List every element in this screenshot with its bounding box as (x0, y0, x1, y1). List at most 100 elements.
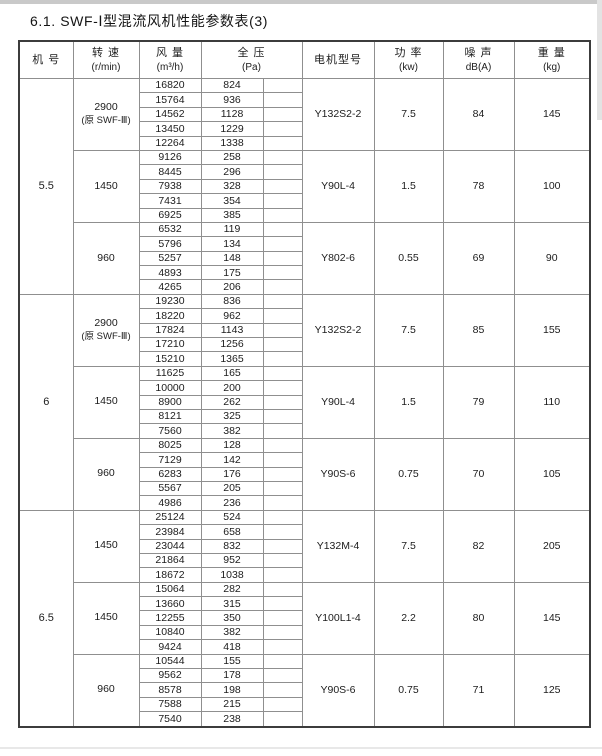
table-row: 14562 1128 (19, 106, 590, 123)
gutter-cell (262, 106, 303, 123)
gutter-cell (262, 265, 303, 281)
weight-value-cell: 105 (513, 437, 591, 511)
air-volume-value: 4986 (138, 495, 202, 511)
pressure-value: 382 (200, 624, 264, 641)
pressure-value: 258 (200, 149, 264, 166)
pressure-value: 962 (200, 308, 264, 324)
noise-value-cell: 84 (442, 78, 515, 151)
pressure-value: 354 (200, 193, 264, 209)
gutter-cell (262, 207, 303, 223)
pressure-value: 282 (200, 581, 264, 598)
spec-table-wrap: 机 号 转 速 (r/min) 风 量 (m³/h) 全 压 (Pa) 电机型号 (18, 40, 591, 728)
air-volume-value: 19230 (138, 293, 202, 310)
table-row: 8900 262 (19, 394, 590, 410)
pressure-value: 296 (200, 164, 264, 180)
gutter-cell (262, 408, 303, 425)
speed-cell: 960 (72, 437, 140, 511)
header-speed: 转 速 (r/min) (72, 40, 140, 79)
gutter-cell (262, 696, 303, 713)
gutter-cell (262, 466, 303, 482)
pressure-value: 215 (200, 696, 264, 713)
table-row: 4265 206 (19, 279, 590, 295)
weight-value-cell: 110 (513, 365, 591, 439)
table-row: 13660 315 (19, 596, 590, 612)
gutter-cell (262, 480, 303, 497)
weight-value-cell: 90 (513, 221, 591, 295)
gutter-cell (262, 653, 303, 670)
air-volume-value: 13450 (138, 121, 202, 137)
pressure-value: 832 (200, 538, 264, 554)
table-row: 5567 205 (19, 480, 590, 497)
pressure-value: 236 (200, 495, 264, 511)
pressure-value: 200 (200, 380, 264, 396)
air-volume-value: 4893 (138, 265, 202, 281)
air-volume-value: 9562 (138, 668, 202, 684)
table-header-row: 机 号 转 速 (r/min) 风 量 (m³/h) 全 压 (Pa) 电机型号 (18, 40, 591, 79)
header-air-volume: 风 量 (m³/h) (138, 40, 202, 79)
pressure-value: 165 (200, 365, 264, 382)
scan-edge-right (597, 0, 602, 120)
motor-model-cell: Y802-6 (301, 221, 375, 295)
gutter-cell (262, 423, 303, 439)
gutter-cell (262, 711, 303, 728)
air-volume-value: 21864 (138, 552, 202, 569)
table-row: 7588 215 (19, 696, 590, 713)
speed-value: 960 (97, 683, 115, 696)
motor-model-cell: Y100L1-4 (301, 581, 375, 655)
gutter-cell (262, 178, 303, 195)
speed-cell: 960 (72, 221, 140, 295)
pressure-value: 1365 (200, 351, 264, 367)
gutter-cell (262, 279, 303, 295)
table-row: 8121 325 (19, 408, 590, 425)
pressure-value: 205 (200, 480, 264, 497)
table-row: 7540 238 (19, 711, 590, 728)
air-volume-value: 5567 (138, 480, 202, 497)
gutter-cell (262, 77, 303, 94)
gutter-cell (262, 92, 303, 108)
pressure-value: 176 (200, 466, 264, 482)
table-row: 17824 1143 (19, 322, 590, 339)
header-weight: 重 量 (kg) (513, 40, 591, 79)
power-value-cell: 7.5 (373, 509, 444, 583)
pressure-value: 1128 (200, 106, 264, 123)
speed-value: 1450 (94, 395, 118, 408)
air-volume-value: 7938 (138, 178, 202, 195)
pressure-value: 382 (200, 423, 264, 439)
air-volume-value: 7129 (138, 452, 202, 468)
pressure-value: 128 (200, 437, 264, 454)
table-row: 960 10544 155 Y90S-6 0.75 71 125 (19, 653, 591, 728)
pressure-value: 315 (200, 596, 264, 612)
table-row: 7129 142 (19, 452, 590, 468)
speed-cell: 1450 (72, 365, 140, 439)
air-volume-value: 23984 (138, 524, 202, 540)
power-value-cell: 7.5 (373, 78, 444, 151)
speed-original-model-note: (原 SWF-Ⅲ) (81, 330, 131, 342)
speed-value: 2900 (94, 101, 118, 114)
air-volume-value: 7431 (138, 193, 202, 209)
speed-value: 1450 (94, 179, 118, 192)
pressure-value: 350 (200, 610, 264, 626)
air-volume-value: 7540 (138, 711, 202, 728)
gutter-cell (262, 250, 303, 267)
fan-spec-table: 机 号 转 速 (r/min) 风 量 (m³/h) 全 压 (Pa) 电机型号 (18, 40, 591, 728)
pressure-value: 328 (200, 178, 264, 195)
air-volume-value: 10000 (138, 380, 202, 396)
weight-value-cell: 155 (513, 293, 591, 367)
gutter-cell (262, 624, 303, 641)
table-row: 8578 198 (19, 682, 590, 698)
gutter-cell (262, 610, 303, 626)
gutter-cell (262, 193, 303, 209)
gutter-cell (262, 308, 303, 324)
pressure-value: 198 (200, 682, 264, 698)
air-volume-value: 6925 (138, 207, 202, 223)
noise-value-cell: 85 (442, 293, 515, 367)
air-volume-value: 8121 (138, 408, 202, 425)
air-volume-value: 25124 (138, 509, 202, 526)
motor-model-cell: Y132M-4 (301, 509, 375, 583)
table-row: 6.5 1450 25124 524 Y132M-4 7.5 82 205 (18, 509, 591, 728)
machine-number-cell: 5.5 (18, 78, 74, 295)
speed-value: 1450 (94, 539, 118, 552)
pressure-value: 238 (200, 711, 264, 728)
gutter-cell (262, 452, 303, 468)
motor-model-cell: Y90L-4 (301, 149, 375, 223)
